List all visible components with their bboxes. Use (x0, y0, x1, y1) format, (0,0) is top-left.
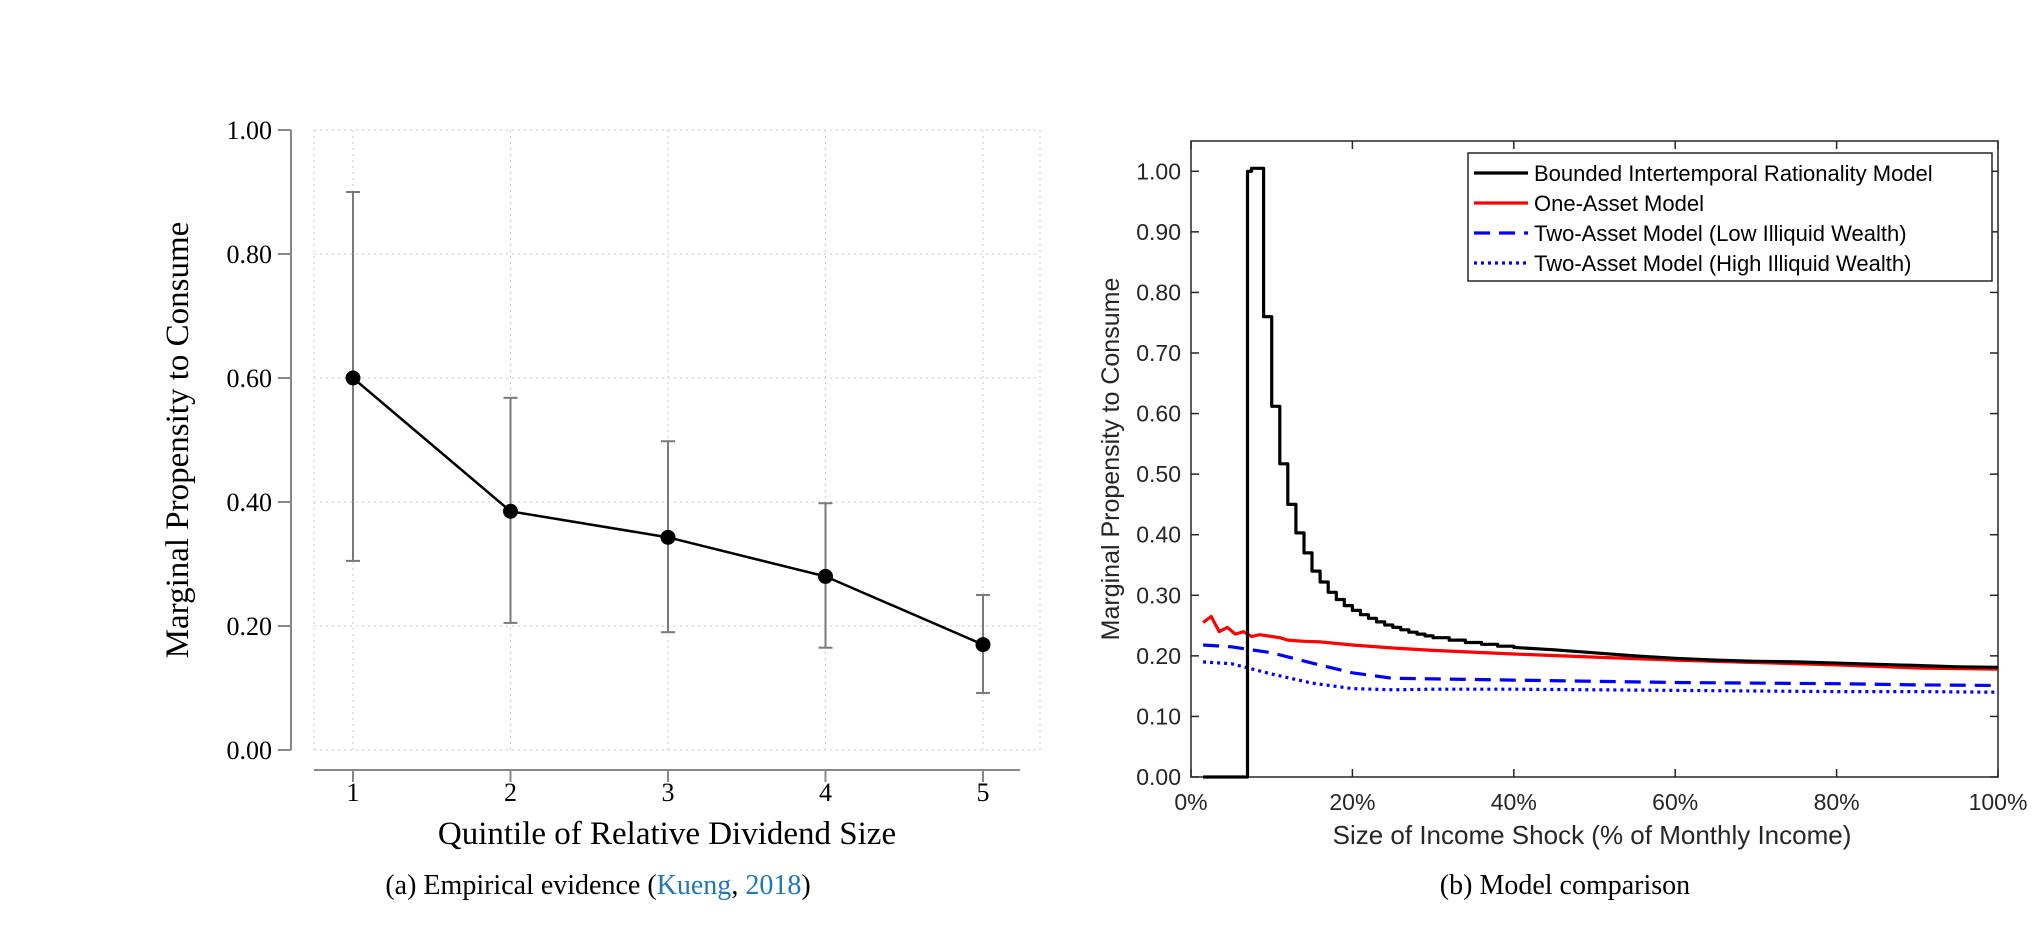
b-x-axis-label: Size of Income Shock (% of Monthly Incom… (1333, 820, 1852, 850)
b-series-line-1 (1203, 166, 1999, 779)
b-y-tick-label: 0.50 (1136, 461, 1181, 487)
a-x-ticks: 1 2 3 4 5 (347, 770, 990, 807)
b-x-ticks: 0% 20% 40% 60% 80% 100% (1174, 141, 2027, 815)
b-y-tick-label: 0.60 (1136, 401, 1181, 427)
a-y-tick-label: 0.60 (227, 364, 273, 393)
b-legend-label-2: One-Asset Model (1534, 191, 1704, 216)
a-points (345, 370, 991, 653)
a-y-axis-label: Marginal Propensity to Consume (160, 222, 196, 659)
b-x-tick-label: 40% (1491, 789, 1537, 815)
a-y-tick-label: 0.20 (227, 612, 273, 641)
b-y-tick-label: 0.10 (1136, 703, 1181, 729)
a-x-tick-label: 5 (977, 778, 990, 807)
b-y-ticks: 0.00 0.10 0.20 0.30 0.40 0.50 0.60 0.70 0.80 0.90… (1136, 158, 1998, 790)
b-series (1202, 166, 1999, 779)
a-data-point (345, 370, 361, 386)
b-plot-frame (1190, 140, 1999, 778)
a-x-tick-label: 1 (347, 778, 360, 807)
b-legend-label-1: Bounded Intertemporal Rationality Model (1534, 161, 1933, 186)
b-y-axis-label: Marginal Propensity to Consume (1097, 278, 1125, 641)
b-legend-label-4: Two-Asset Model (High Illiquid Wealth) (1534, 251, 1911, 276)
b-x-tick-label: 20% (1329, 789, 1375, 815)
a-y-tick-label: 0.40 (227, 488, 273, 517)
a-data-point (975, 637, 991, 653)
b-x-tick-label: 80% (1814, 789, 1860, 815)
b-y-tick-label: 0.80 (1136, 279, 1181, 305)
b-y-tick-label: 0.30 (1136, 582, 1181, 608)
b-y-tick-label: 0.20 (1136, 643, 1181, 669)
b-x-tick-label: 100% (1969, 789, 2028, 815)
a-y-tick-label: 0.80 (227, 240, 273, 269)
a-x-tick-label: 3 (662, 778, 675, 807)
b-y-tick-label: 0.00 (1136, 764, 1181, 790)
a-y-tick-label: 1.00 (227, 116, 273, 145)
b-x-tick-label: 0% (1174, 789, 1207, 815)
b-y-tick-label: 0.70 (1136, 340, 1181, 366)
a-caption: (a) Empirical evidence (Kueng, 2018) (385, 870, 810, 901)
a-data-point (503, 503, 518, 519)
a-axes (290, 130, 1020, 771)
b-legend-box (1467, 152, 1993, 282)
a-grid (313, 129, 1041, 751)
b-x-tick-label: 60% (1652, 789, 1698, 815)
a-y-ticks: 0.00 0.20 0.40 0.60 0.80 1.00 (227, 116, 291, 765)
b-y-tick-label: 1.00 (1136, 158, 1181, 184)
b-y-tick-label: 0.40 (1136, 522, 1181, 548)
a-x-tick-label: 4 (819, 778, 832, 807)
a-x-axis-label: Quintile of Relative Dividend Size (438, 816, 896, 852)
b-legend-label-3: Two-Asset Model (Low Illiquid Wealth) (1534, 221, 1907, 246)
b-series-line-3 (1202, 643, 1999, 688)
a-data-point (818, 568, 833, 584)
a-x-tick-label: 2 (504, 778, 517, 807)
b-caption: (b) Model comparison (1440, 870, 1690, 901)
a-data-point (660, 529, 676, 545)
b-series-line-4 (1202, 660, 1999, 694)
b-legend: Bounded Intertemporal Rationality Model O… (1467, 152, 1993, 282)
chart-b: 0.00 0.10 0.20 0.30 0.40 0.50 0.60 0.70 0.80 0.90… (1097, 140, 2027, 901)
chart-a: 0.00 0.20 0.40 0.60 0.80 1.00 1 2 3 4 5 Marginal … (160, 116, 1041, 901)
a-error-bars (346, 191, 990, 694)
b-y-tick-label: 0.90 (1136, 219, 1181, 245)
b-series-line-2 (1202, 614, 1999, 671)
a-y-tick-label: 0.00 (227, 736, 273, 765)
